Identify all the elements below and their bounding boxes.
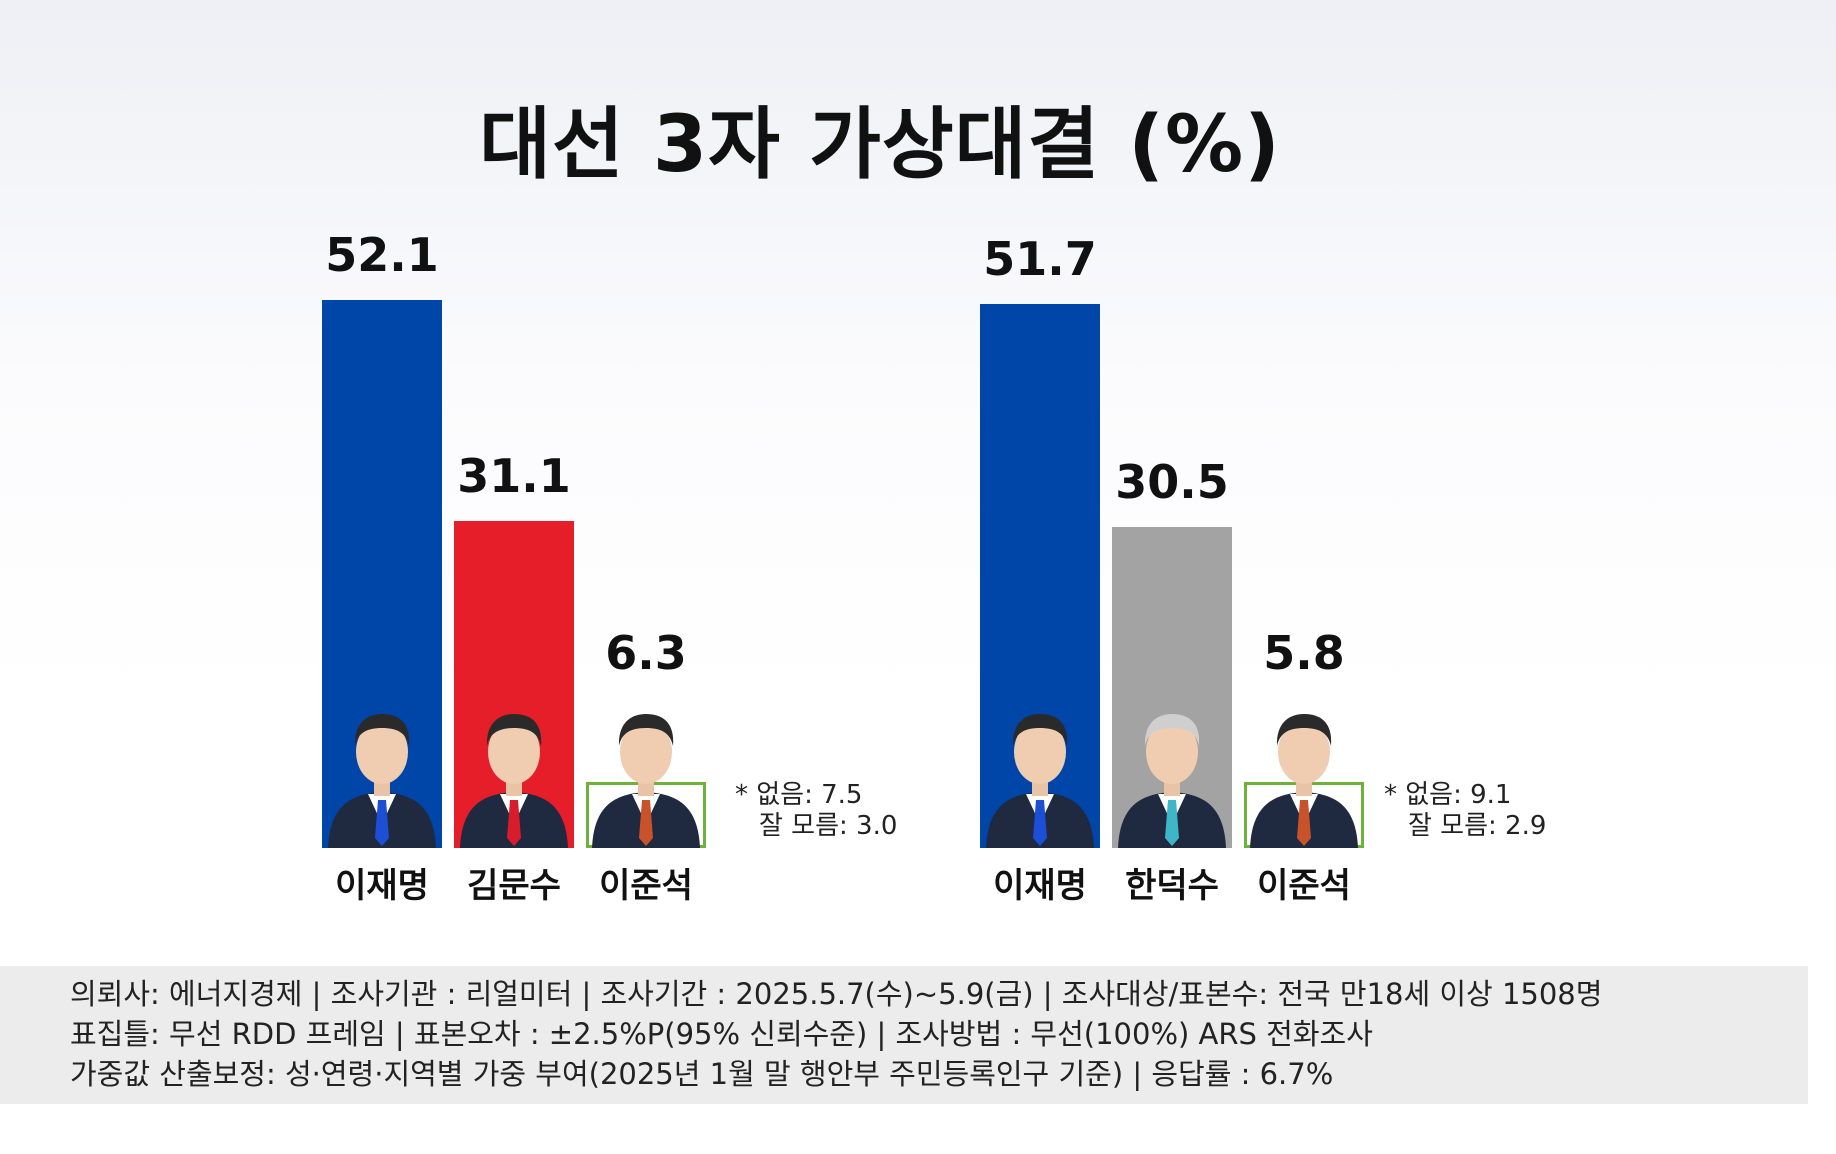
bar-value-label: 52.1 (325, 227, 439, 282)
candidate-portrait-icon (592, 713, 700, 848)
chart-han-matchup: 51.7 이재명 30.5 한덕수 5.8 이준석 * 없음: 9.1 잘 모름: 2.9 (980, 232, 1546, 906)
chart-title: 대선 3자 가상대결 (%) (479, 100, 1281, 190)
bar-value-label: 51.7 (983, 232, 1097, 287)
bar-1-1 (1112, 527, 1232, 848)
candidate-portrait-icon (328, 713, 436, 848)
bar-0-1 (454, 520, 574, 848)
candidate-portrait (322, 700, 442, 848)
candidate-portrait (980, 700, 1100, 848)
candidate-name-label: 이재명 (993, 866, 1087, 906)
candidate-portrait-icon (460, 713, 568, 848)
candidate-portrait (586, 700, 706, 848)
candidate-name-label: 이준석 (599, 866, 693, 906)
candidate-portrait (1244, 700, 1364, 848)
footer-line-1: 의뢰사: 에너지경제 | 조사기관 : 리얼미터 | 조사기간 : 2025.5… (70, 977, 1603, 1011)
bar-0-0 (322, 299, 442, 848)
candidate-portrait-icon (1118, 713, 1226, 848)
bar-1-2 (1244, 714, 1364, 848)
bar-value-label: 6.3 (605, 626, 687, 680)
candidate-name-label: 김문수 (467, 866, 561, 906)
bar-value-label: 5.8 (1263, 626, 1345, 680)
undecided-note: * 없음: 7.5 잘 모름: 3.0 (735, 780, 897, 842)
candidate-name-label: 이재명 (335, 866, 429, 906)
candidate-name-label: 이준석 (1257, 866, 1351, 906)
candidate-portrait-icon (1250, 714, 1358, 848)
bar-value-label: 30.5 (1115, 455, 1229, 510)
chart-kim-matchup: 52.1 이재명 31.1 김문수 6.3 이준석 * 없음: 7.5 잘 모름: 3.0 (322, 227, 897, 906)
note-none-line: * 없음: 9.1 (1384, 780, 1512, 810)
survey-info-footer: 의뢰사: 에너지경제 | 조사기관 : 리얼미터 | 조사기간 : 2025.5… (0, 966, 1808, 1104)
note-none-line: * 없음: 7.5 (735, 780, 863, 810)
footer-line-2: 표집틀: 무선 RDD 프레임 | 표본오차 : ±2.5%P(95% 신뢰수준… (70, 1017, 1373, 1051)
candidate-name-label: 한덕수 (1125, 866, 1219, 906)
note-unknown-line: 잘 모름: 2.9 (1408, 811, 1547, 841)
note-unknown-line: 잘 모름: 3.0 (759, 811, 898, 841)
candidate-portrait (454, 700, 574, 848)
undecided-note: * 없음: 9.1 잘 모름: 2.9 (1384, 780, 1546, 842)
candidate-portrait-icon (986, 713, 1094, 848)
bar-value-label: 31.1 (457, 448, 571, 503)
bar-0-2 (586, 713, 706, 848)
footer-line-3: 가중값 산출보정: 성·연령·지역별 가중 부여(2025년 1월 말 행안부 … (70, 1057, 1334, 1091)
candidate-portrait (1112, 700, 1232, 848)
bar-1-0 (980, 304, 1100, 848)
